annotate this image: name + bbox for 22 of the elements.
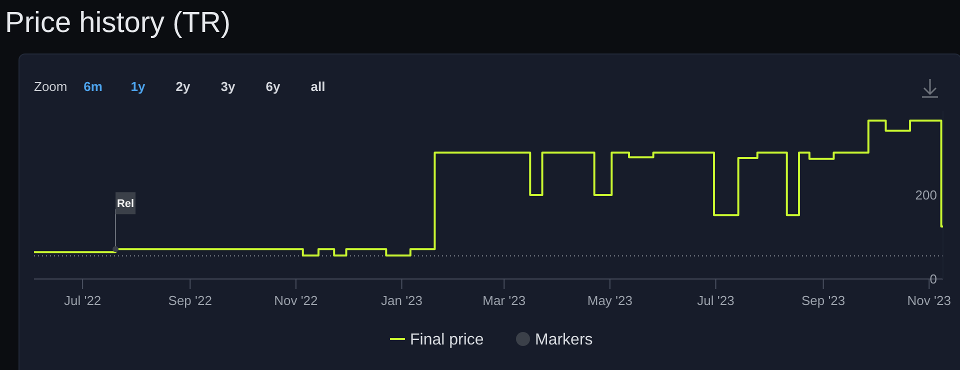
text: 6m [84,79,102,94]
x-tick-label: Jul '22 [64,293,102,308]
x-tick-label: Sep '23 [801,293,846,308]
text: 2y [176,79,191,94]
chart-title: Price history (TR) [5,7,231,39]
x-tick-label: Jul '23 [697,293,734,308]
text: 3y [220,79,236,94]
y-tick-label: 0 [930,272,937,287]
annotation: Rel [116,198,134,210]
text: 1y [130,79,146,94]
y-tick-label: 200 [915,188,937,203]
x-tick-label: Nov '22 [274,293,318,308]
text: Zoom [34,79,68,94]
x-tick-label: Sep '22 [168,293,212,308]
x-tick-label: Mar '23 [482,293,526,308]
legend-label: Final price [410,332,484,349]
legend-label: Markers [535,332,593,349]
x-tick-label: May '23 [587,293,632,308]
x-tick-label: Jan '23 [381,293,423,308]
x-tick-label: Nov '23 [907,293,951,308]
text: all [310,79,326,94]
text: 6y [266,79,281,94]
